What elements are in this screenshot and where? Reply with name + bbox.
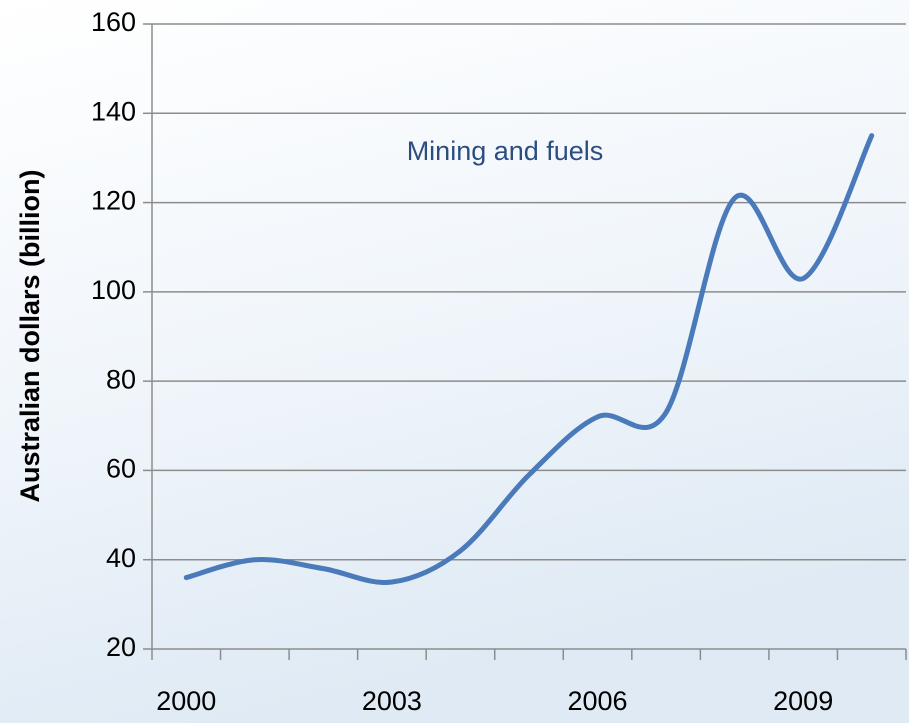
y-tick-label: 40 bbox=[106, 543, 136, 573]
annotation: Mining and fuels bbox=[407, 136, 604, 166]
y-tick-label: 160 bbox=[91, 7, 136, 37]
x-tick-label: 2000 bbox=[156, 686, 216, 716]
data-line bbox=[183, 133, 875, 585]
x-tick-label: 2006 bbox=[568, 686, 628, 716]
y-tick-label: 20 bbox=[106, 632, 136, 662]
y-axis-label: Australian dollars (billion) bbox=[15, 169, 45, 502]
x-tick-label: 2003 bbox=[362, 686, 422, 716]
y-tick-label: 120 bbox=[91, 186, 136, 216]
y-tick-label: 80 bbox=[106, 364, 136, 394]
y-tick-label: 100 bbox=[91, 275, 136, 305]
y-tick-label: 60 bbox=[106, 454, 136, 484]
x-tick-label: 2009 bbox=[773, 686, 833, 716]
y-tick-label: 140 bbox=[91, 96, 136, 126]
